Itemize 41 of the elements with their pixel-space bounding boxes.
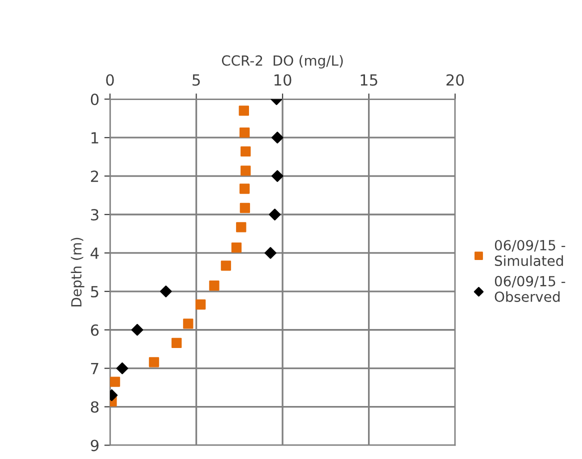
point bbox=[131, 324, 144, 336]
legend-label: 06/09/15 - Simulated bbox=[494, 240, 566, 266]
x-tick-label: 20 bbox=[446, 74, 464, 86]
x-tick-label: 15 bbox=[360, 74, 378, 86]
point bbox=[236, 222, 246, 232]
point bbox=[183, 318, 194, 329]
point bbox=[268, 208, 281, 220]
point bbox=[238, 106, 249, 116]
y-tick-label: 8 bbox=[90, 401, 99, 413]
x-tick-label: 10 bbox=[274, 74, 292, 86]
point bbox=[116, 362, 128, 374]
x-tick-label: 0 bbox=[106, 74, 114, 86]
point bbox=[160, 286, 172, 298]
point bbox=[264, 247, 276, 259]
x-axis-title: CCR-2 DO (mg/L) bbox=[222, 55, 343, 68]
y-tick-label: 7 bbox=[91, 362, 98, 374]
y-tick-label: 9 bbox=[90, 440, 99, 452]
y-tick-label: 0 bbox=[90, 94, 99, 106]
point bbox=[110, 376, 120, 387]
point bbox=[240, 184, 250, 194]
x-tick-label: 5 bbox=[192, 74, 200, 86]
y-tick-label: 4 bbox=[90, 248, 99, 259]
point bbox=[240, 128, 250, 138]
point bbox=[148, 357, 160, 368]
legend-label: 06/09/15 - Observed bbox=[494, 276, 566, 302]
point bbox=[231, 242, 242, 253]
point bbox=[271, 132, 284, 144]
y-tick-label: 6 bbox=[90, 324, 99, 336]
point bbox=[220, 260, 232, 271]
point bbox=[271, 170, 284, 182]
point bbox=[240, 146, 251, 157]
y-axis-title: Depth (m) bbox=[70, 238, 84, 306]
point bbox=[196, 299, 206, 310]
point bbox=[172, 338, 182, 348]
point bbox=[240, 202, 250, 214]
y-tick-label: 3 bbox=[91, 208, 98, 221]
y-tick-label: 1 bbox=[92, 132, 98, 144]
point bbox=[209, 280, 220, 291]
point bbox=[240, 166, 251, 176]
y-tick-label: 5 bbox=[91, 286, 98, 298]
y-tick-label: 2 bbox=[90, 170, 98, 182]
